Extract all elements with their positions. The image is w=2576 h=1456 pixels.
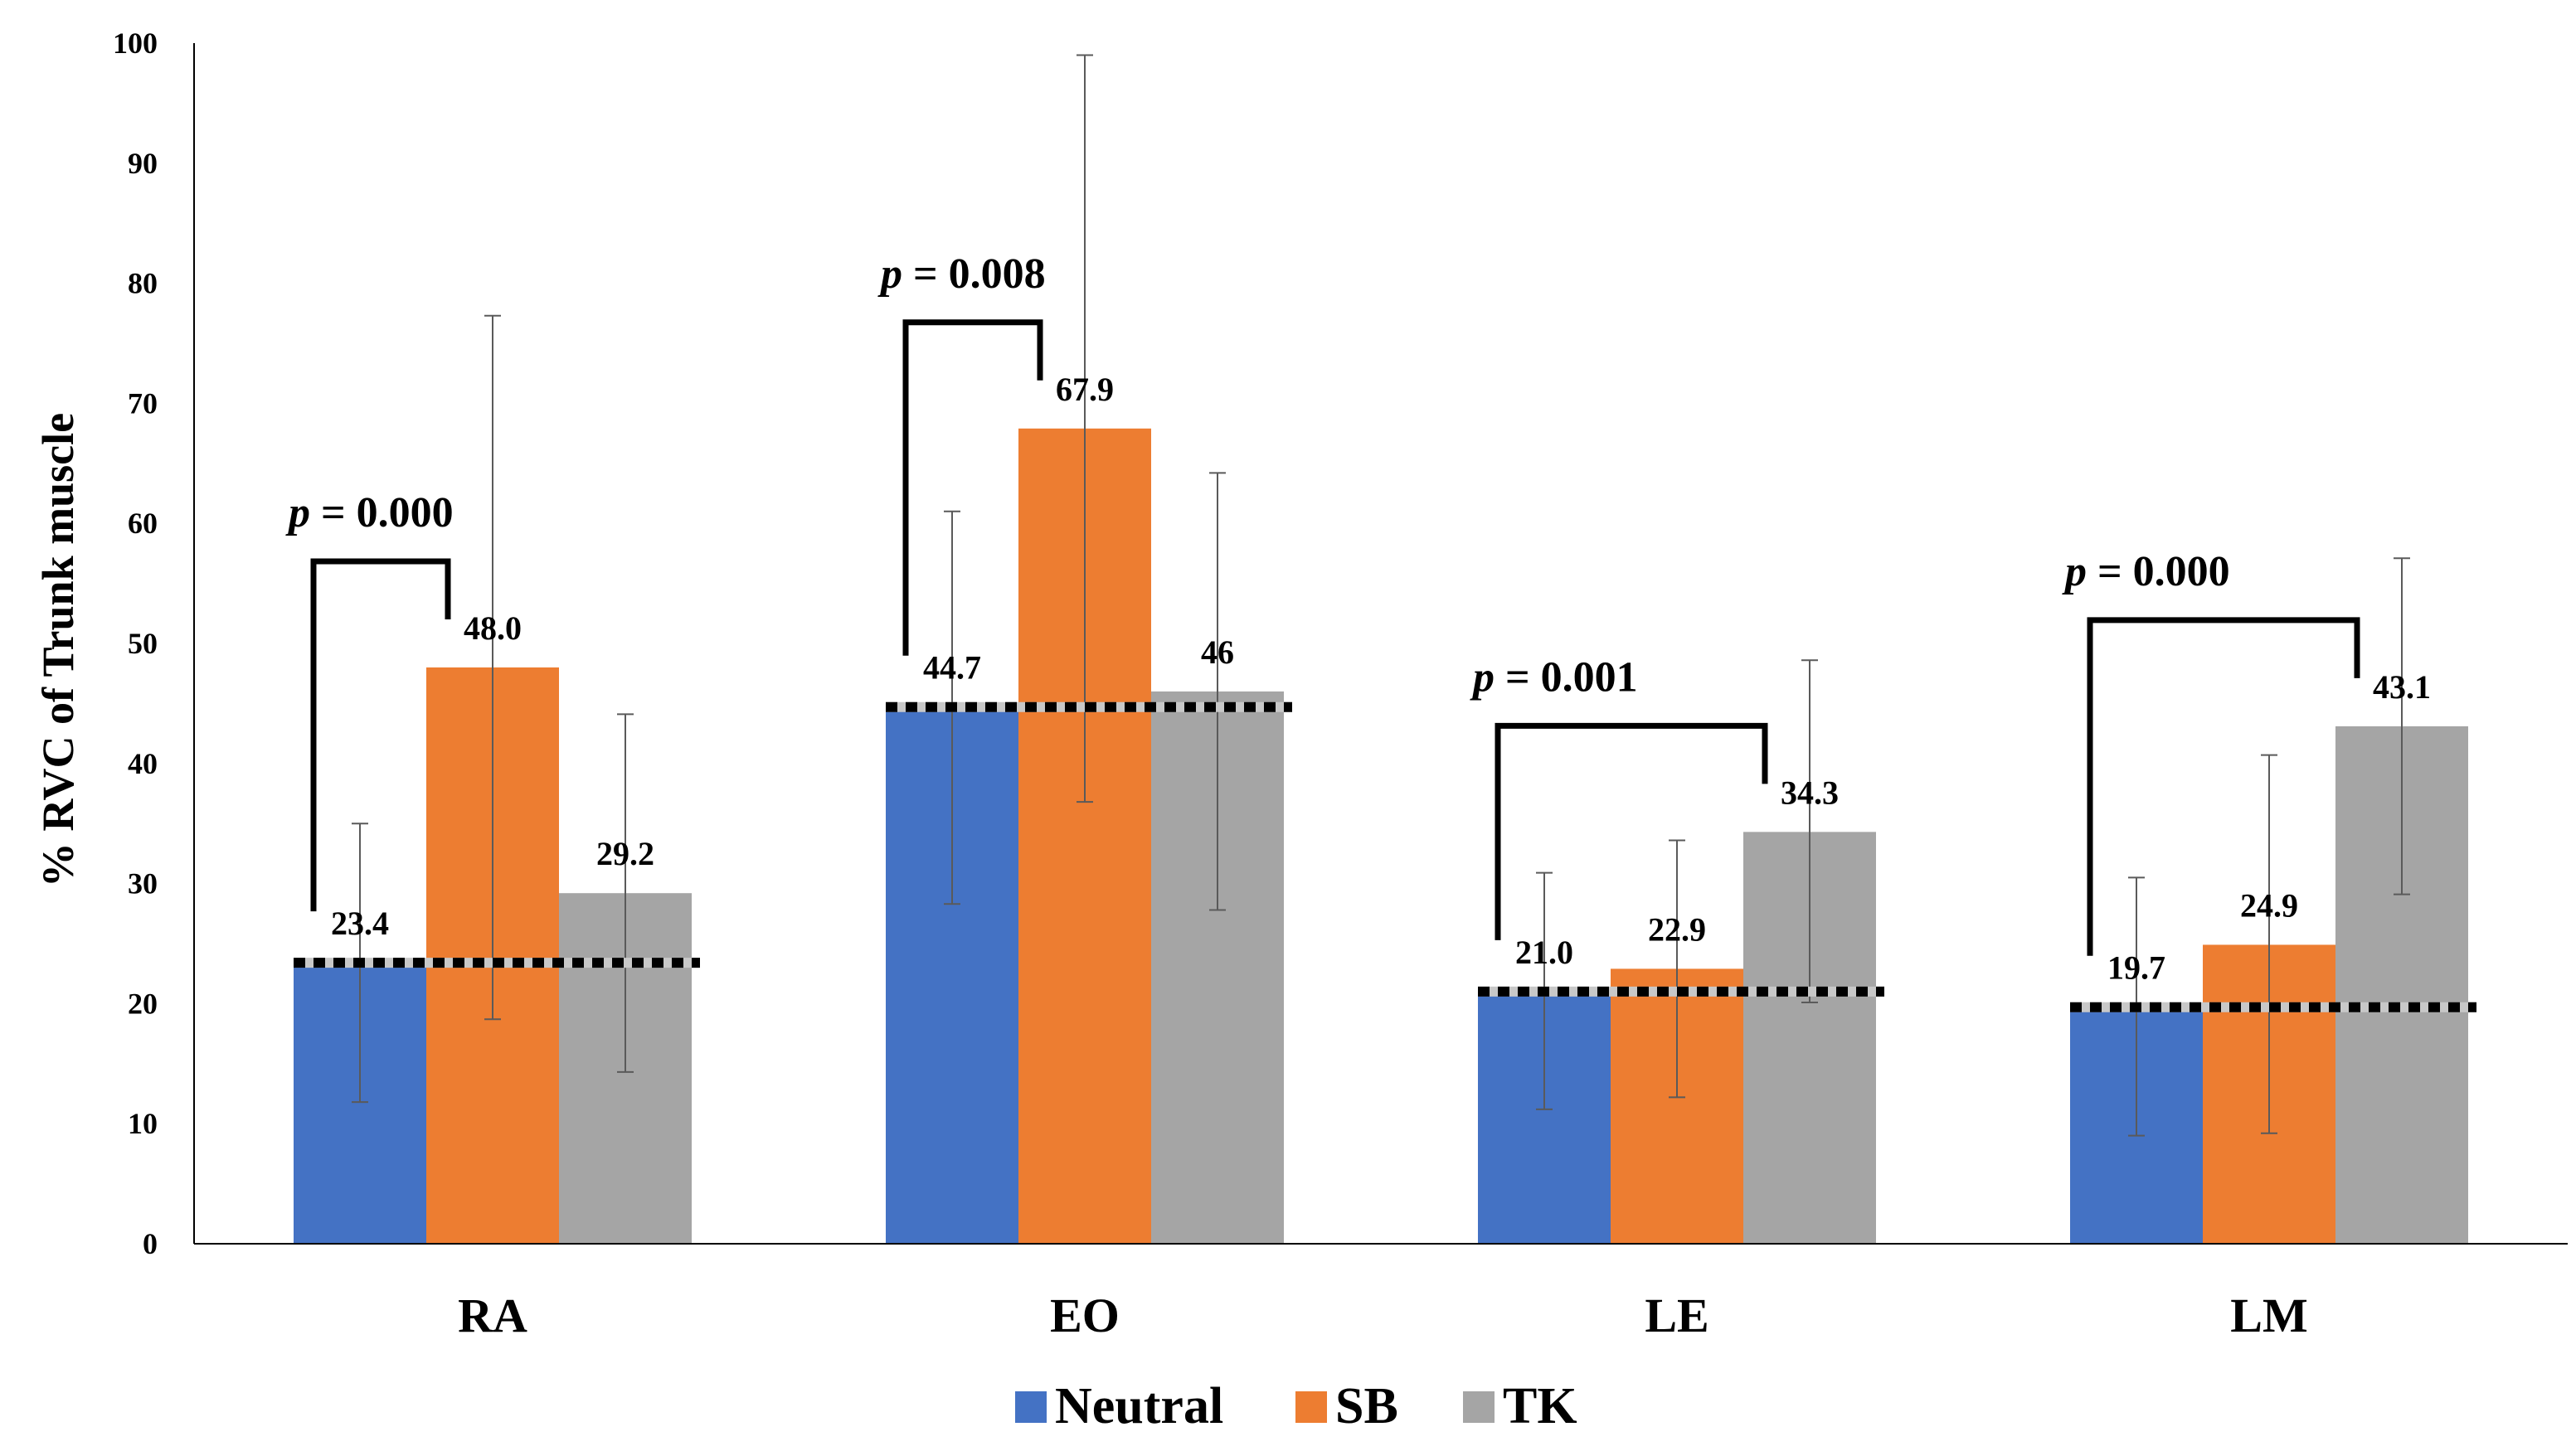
error-bar [1209,472,1226,911]
legend-label: Neutral [1055,1378,1223,1434]
y-tick-label: 20 [128,987,158,1020]
y-tick-label: 90 [128,147,158,180]
legend-label: TK [1503,1378,1577,1434]
p-value-text: = 0.008 [902,250,1046,298]
p-value-text: = 0.000 [310,489,454,536]
p-symbol: p [285,489,310,536]
x-category-label: EO [1050,1289,1120,1342]
y-tick-label: 30 [128,867,158,900]
y-axis-ticks: 0 10 20 30 40 50 60 70 80 90 100 [113,27,158,1260]
legend-swatch [1463,1391,1495,1423]
p-value-label: p = 0.001 [1470,653,1638,701]
data-label: 22.9 [1648,910,1706,948]
legend-swatch [1015,1391,1047,1423]
data-label: 23.4 [331,905,389,942]
error-bar [484,314,501,1021]
legend-item-tk: TK [1463,1378,1577,1434]
p-symbol: p [1470,653,1495,701]
bracket-ra: p = 0.000 [285,489,454,912]
x-category-label: LM [2230,1289,2307,1342]
legend-item-neutral: Neutral [1015,1378,1223,1434]
error-bar [2394,557,2410,895]
baselines [294,701,2476,1012]
y-axis-label: % RVC of Trunk muscle [33,413,83,887]
data-label: 34.3 [1781,774,1839,811]
y-tick-label: 80 [128,267,158,300]
bracket-line [2087,617,2360,956]
y-tick-label: 0 [143,1227,158,1260]
data-label: 48.0 [464,609,522,647]
data-label: 19.7 [2107,949,2165,987]
p-value-text: = 0.001 [1495,653,1638,701]
x-category-label: LE [1645,1289,1708,1342]
data-label: 29.2 [596,835,654,872]
error-bar [1669,839,1685,1099]
p-value-label: p = 0.000 [285,489,454,536]
bracket-lm: p = 0.000 [2062,548,2360,956]
data-labels: 23.4 44.7 21.0 19.7 48.0 67.9 22.9 24.9 29.2 46 34… [331,371,2431,987]
x-category-label: RA [458,1289,527,1342]
y-tick-label: 60 [128,507,158,540]
p-value-text: = 0.000 [2087,548,2230,595]
legend-label: SB [1335,1378,1398,1434]
legend-swatch [1295,1391,1327,1423]
legend-item-sb: SB [1295,1378,1398,1434]
y-tick-label: 100 [113,27,158,60]
data-label: 24.9 [2240,886,2298,924]
error-bar [617,713,634,1073]
y-tick-label: 70 [128,386,158,420]
error-bar [2261,754,2277,1134]
data-label: 21.0 [1515,934,1573,971]
bracket-eo: p = 0.008 [877,250,1046,656]
bracket-line [902,319,1043,656]
p-symbol: p [2062,548,2087,595]
p-value-label: p = 0.000 [2062,548,2230,595]
legend: Neutral SB TK [1015,1378,1577,1434]
x-axis-categories: RA EO LE LM [458,1289,2308,1342]
bracket-le: p = 0.001 [1470,653,1768,940]
p-symbol: p [877,250,902,298]
data-label: 44.7 [923,649,981,687]
data-label: 46 [1201,633,1234,671]
error-bar [1801,659,1818,1003]
p-value-label: p = 0.008 [877,250,1046,298]
y-tick-label: 50 [128,627,158,660]
axes [193,43,2568,1245]
bracket-line [1495,722,1768,940]
error-bar [1077,54,1093,803]
data-label: 67.9 [1056,371,1114,408]
y-tick-label: 10 [128,1107,158,1140]
data-label: 43.1 [2373,668,2431,706]
y-tick-label: 40 [128,747,158,780]
bracket-line [310,558,451,912]
